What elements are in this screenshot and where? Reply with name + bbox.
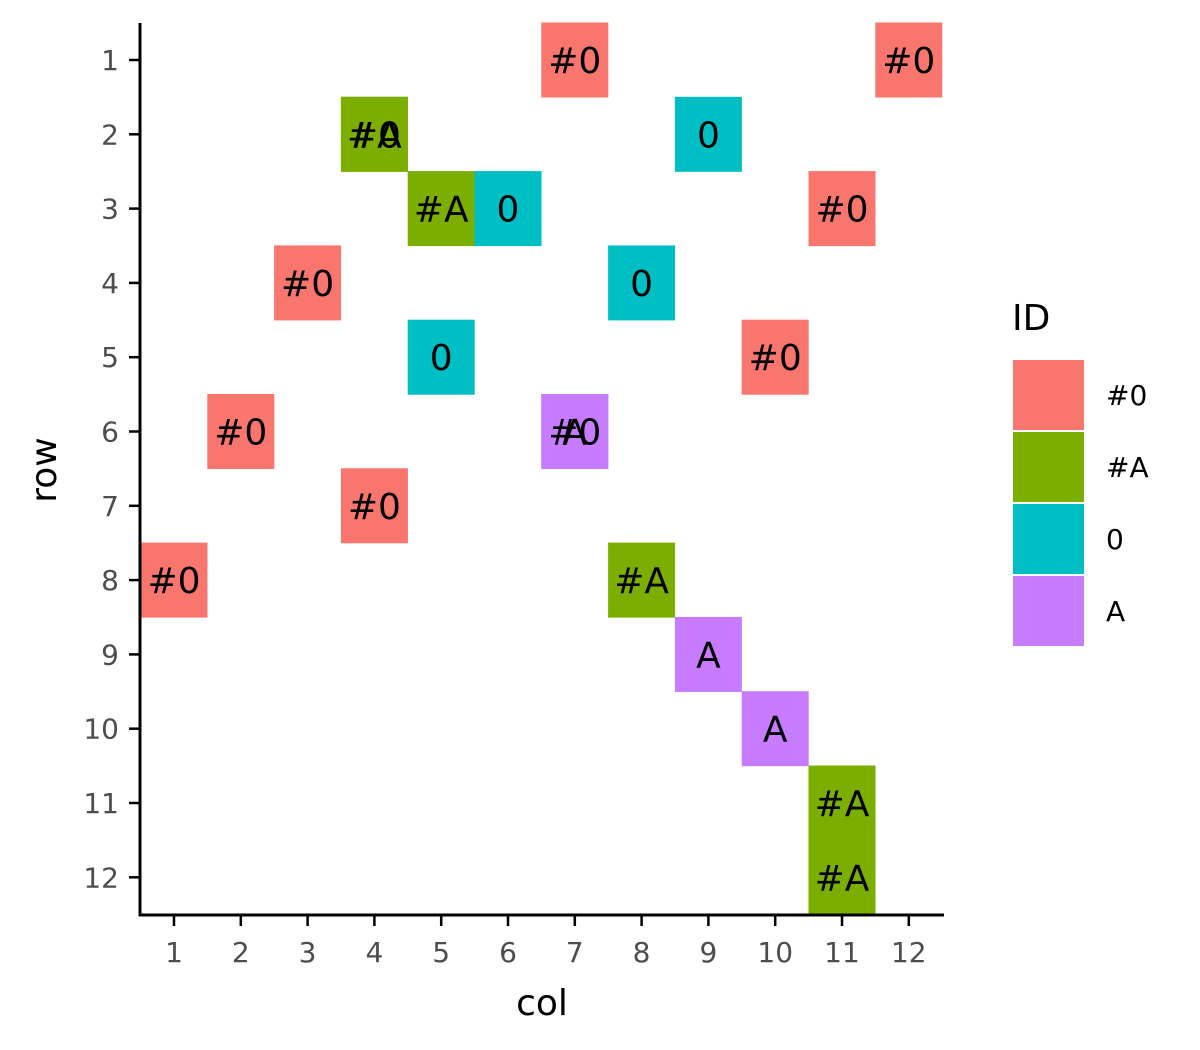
tile-label-r6-c7: A — [562, 413, 587, 454]
tile-label-r4-c3: #0 — [281, 264, 334, 305]
y-tick-label-10: 10 — [83, 713, 119, 746]
legend-label-2: #A — [1106, 451, 1149, 484]
tile-label-r4-c8: 0 — [630, 264, 653, 305]
x-ticks-layer: 1 2 3 4 5 6 7 8 9 10 11 12 — [165, 915, 927, 969]
x-tick-label-2: 2 — [232, 936, 250, 969]
legend-label-3: 0 — [1106, 523, 1124, 556]
legend-key-2 — [1013, 432, 1084, 502]
x-axis-title: col — [516, 983, 568, 1024]
x-tick-label-9: 9 — [699, 936, 717, 969]
tile-r11-c11 — [808, 765, 876, 841]
tile-r7-c4 — [340, 468, 408, 544]
y-tick-label-3: 3 — [101, 193, 119, 226]
axes-layer — [138, 23, 944, 917]
x-tick-label-8: 8 — [633, 936, 651, 969]
tile-labels-layer: #0 #0#A#0 0#A 0 #0#0 00 #0#0 A#0#0#0 #AAA#A#A — [147, 41, 935, 899]
tile-label-r11-c11: #A — [815, 784, 870, 825]
tile-r2-c9 — [674, 96, 742, 172]
tile-r6-c7 — [541, 394, 609, 469]
x-tick-label-7: 7 — [566, 936, 584, 969]
tile-r5-c10 — [741, 319, 809, 395]
tile-label-r6-c7: #0 — [548, 413, 601, 454]
tile-label-r2-c9: 0 — [697, 115, 720, 156]
tile-r3-c5 — [407, 171, 475, 247]
x-tick-label-3: 3 — [299, 936, 317, 969]
x-tick-label-1: 1 — [165, 936, 183, 969]
tile-r4-c3 — [274, 245, 342, 321]
y-tick-label-2: 2 — [101, 118, 119, 151]
tile-label-r12-c11: #A — [815, 858, 870, 899]
tile-r8-c8 — [608, 542, 676, 618]
tile-r10-c10 — [741, 691, 809, 767]
x-tick-label-12: 12 — [891, 936, 927, 969]
y-tick-label-4: 4 — [101, 267, 119, 300]
tile-r4-c8 — [608, 245, 676, 321]
x-tick-label-6: 6 — [499, 936, 517, 969]
tile-label-r2-c4: #A — [347, 115, 402, 156]
tile-label-r5-c5: 0 — [430, 338, 453, 379]
tile-label-r8-c1: #0 — [147, 561, 200, 602]
tile-r3-c6 — [474, 171, 542, 247]
x-tick-label-5: 5 — [432, 936, 450, 969]
tile-label-r8-c8: #A — [614, 561, 669, 602]
tile-label-r1-c12: #0 — [882, 41, 935, 82]
y-tick-label-11: 11 — [83, 787, 119, 820]
tile-label-r2-c4: #0 — [348, 115, 401, 156]
legend-key-1 — [1013, 360, 1084, 430]
tile-r9-c9 — [674, 616, 742, 692]
legend-label-1: #0 — [1106, 379, 1147, 412]
tile-label-r6-c2: #0 — [214, 413, 267, 454]
tile-r6-c2 — [207, 394, 275, 469]
x-tick-label-4: 4 — [365, 936, 383, 969]
tile-r5-c5 — [407, 319, 475, 395]
tile-label-r3-c6: 0 — [497, 190, 520, 231]
y-tick-label-6: 6 — [101, 416, 119, 449]
y-tick-label-9: 9 — [101, 638, 119, 671]
tile-r12-c11 — [808, 839, 876, 915]
y-axis-title: row — [24, 437, 65, 502]
tile-r1-c7 — [541, 22, 609, 98]
y-tick-label-8: 8 — [101, 564, 119, 597]
tile-r1-c12 — [875, 22, 943, 98]
legend-title: ID — [1012, 298, 1050, 339]
tile-label-r10-c10: A — [763, 710, 788, 751]
tile-r2-c4 — [340, 96, 408, 172]
legend: ID #0 #A 0 A — [1012, 298, 1149, 646]
tile-label-r1-c7: #0 — [548, 41, 601, 82]
tile-r8-c1 — [140, 542, 208, 618]
tile-r3-c11 — [808, 171, 876, 247]
tile-label-r5-c10: #0 — [749, 338, 802, 379]
tiles-layer — [140, 22, 943, 915]
legend-key-4 — [1013, 576, 1084, 646]
legend-entries: #0 #A 0 A — [1013, 360, 1149, 646]
y-tick-label-5: 5 — [101, 341, 119, 374]
tile-label-r7-c4: #0 — [348, 487, 401, 528]
legend-key-3 — [1013, 504, 1084, 574]
y-tick-label-7: 7 — [101, 490, 119, 523]
y-tick-label-12: 12 — [83, 861, 119, 894]
tile-label-r3-c11: #0 — [815, 190, 868, 231]
x-tick-label-11: 11 — [824, 936, 860, 969]
x-tick-label-10: 10 — [757, 936, 793, 969]
legend-label-4: A — [1106, 595, 1125, 628]
tile-label-r9-c9: A — [696, 635, 721, 676]
y-tick-label-1: 1 — [101, 44, 119, 77]
tile-label-r3-c5: #A — [414, 190, 469, 231]
